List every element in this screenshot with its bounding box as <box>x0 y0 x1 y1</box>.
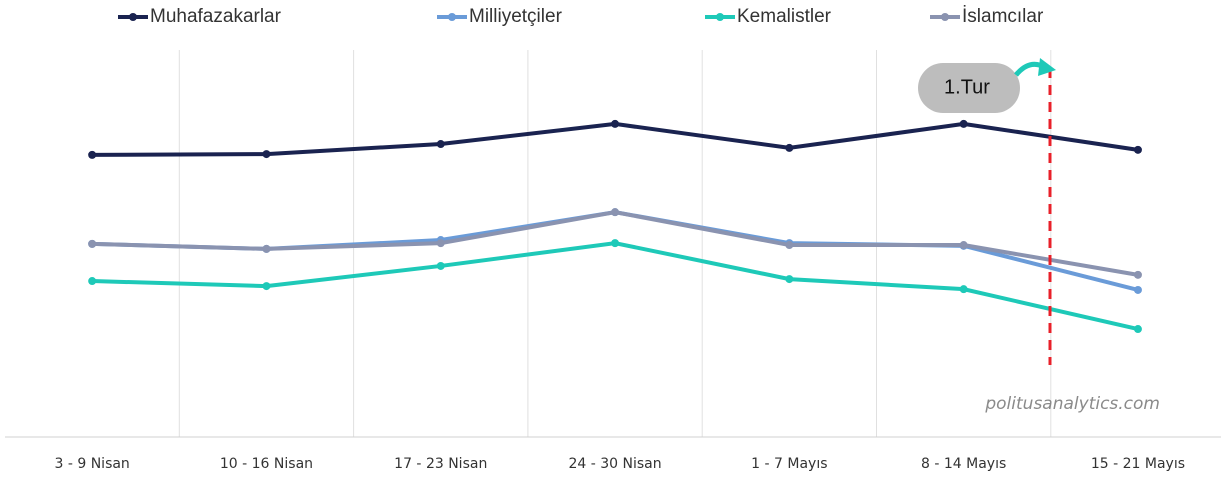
series-line <box>92 210 1139 292</box>
data-point <box>959 241 968 250</box>
legend-marker <box>448 13 456 21</box>
x-tick-label: 17 - 23 Nisan <box>394 456 487 472</box>
data-point <box>959 119 968 128</box>
legend-marker <box>716 13 724 21</box>
data-point <box>1133 325 1142 334</box>
data-point <box>611 239 620 248</box>
legend-label: Muhafazakarlar <box>150 6 282 27</box>
legend-marker <box>129 13 137 21</box>
legend-label: Kemalistler <box>737 6 832 27</box>
series-line <box>92 121 1139 157</box>
data-point <box>436 140 445 149</box>
x-tick-label: 10 - 16 Nisan <box>220 456 313 472</box>
annotation-box <box>918 63 1020 113</box>
plot: 3 - 9 Nisan 10 - 16 Nisan 17 - 23 Nisan 24 … <box>54 6 1185 472</box>
data-point <box>88 277 97 286</box>
data-point <box>436 261 445 270</box>
x-tick-label: 8 - 14 Mayıs <box>921 456 1006 472</box>
x-tick-label: 1 - 7 Mayıs <box>751 456 827 472</box>
legend-marker <box>941 13 949 21</box>
x-tick-label: 15 - 21 Mayıs <box>1091 456 1185 472</box>
data-point <box>1133 270 1142 279</box>
annotation-arrowhead <box>1038 58 1056 76</box>
data-point <box>436 239 445 248</box>
data-point <box>611 119 620 128</box>
data-point <box>88 239 97 248</box>
data-point <box>88 150 97 159</box>
x-tick-label: 24 - 30 Nisan <box>568 456 661 472</box>
annotation: 1.Tur <box>944 76 990 98</box>
data-point <box>785 143 794 152</box>
x-tick-label: 3 - 9 Nisan <box>54 456 129 472</box>
data-point <box>611 208 620 217</box>
data-point <box>262 244 271 253</box>
data-point <box>262 150 271 159</box>
data-point <box>262 282 271 291</box>
legend-label: İslamcılar <box>962 6 1044 27</box>
legend-label: Milliyetçiler <box>469 6 563 27</box>
watermark: politusanalytics.com <box>984 394 1160 414</box>
data-point <box>785 241 794 250</box>
data-point <box>1133 285 1142 294</box>
data-point <box>785 275 794 284</box>
series-line <box>92 241 1139 331</box>
data-point <box>959 285 968 294</box>
data-point <box>1133 145 1142 154</box>
